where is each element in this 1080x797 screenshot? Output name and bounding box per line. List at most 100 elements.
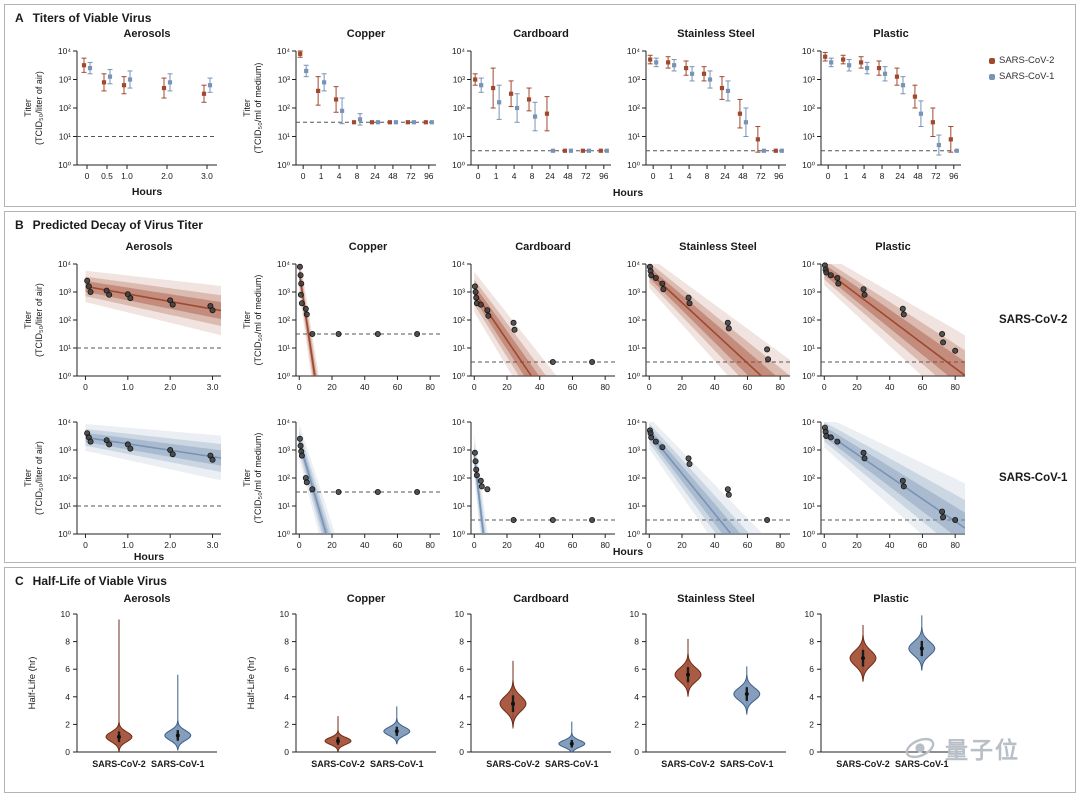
data-point [303,311,310,318]
tick-label: 24 [370,171,380,181]
subplot-b-sars-cov-1-aerosols: 10⁰ 10¹ 10² 10³ 10⁴ 0 1.0 2.0 3.0 Titer (TCID₅₀/li… [23,417,221,563]
tick-label: 80 [950,382,960,392]
tick-label: 10⁰ [58,160,71,170]
category-label: SARS-CoV-1 [720,759,774,769]
tick-label: 0 [83,382,88,392]
y-axis-ticks: 0 2 4 6 8 10 [61,609,77,757]
data-point [414,331,421,338]
data-point [473,294,480,301]
x-axis-ticks: 0 20 40 60 80 [822,376,960,392]
tick-label: 20 [677,382,687,392]
tick-label: 10¹ [803,132,815,142]
y-axis-label: Titer [242,469,252,487]
data-point [686,461,693,468]
data-point [725,491,732,498]
tick-label: 8 [284,637,289,647]
y-axis-label: Titer [242,99,252,117]
tick-label: 80 [425,540,435,550]
tick-label: 10³ [628,75,640,85]
data-point [333,97,339,102]
data-point [296,435,303,442]
tick-label: 0 [476,171,481,181]
data-point [683,66,689,71]
tick-label: 0 [459,747,464,757]
data-point [648,57,653,62]
data-point [858,60,864,65]
data-point [861,455,868,462]
tick-label: 8 [634,637,639,647]
subplot-title: Copper [347,28,386,40]
y-axis-label: Titer [242,311,252,329]
fit-band-sars-cov-2 [473,271,557,376]
tick-label: 10³ [59,287,71,297]
tick-label: 10³ [453,445,465,455]
violin-sars-cov-2 [324,716,352,752]
data-point [648,272,655,279]
tick-label: 10¹ [803,501,815,511]
data-point [876,66,882,71]
panel-b-decay: B Predicted Decay of Virus Titer Aerosol… [4,211,1076,563]
data-point [779,148,784,153]
tick-label: 48 [738,171,748,181]
data-point [940,339,947,346]
y-axis-ticks: 10⁰ 10¹ 10² 10³ 10⁴ [802,46,821,170]
tick-label: 10⁰ [802,529,815,539]
x-axis-label-hours-shared: Hours [612,187,644,199]
data-point [351,120,357,125]
tick-label: 10¹ [628,501,640,511]
subplot-title: Cardboard [513,28,569,40]
watermark: 量子位 [902,731,1020,765]
data-point [121,83,127,88]
data-point [209,307,216,314]
legend-item-sars-cov-1: SARS-CoV-1 [989,71,1054,82]
data-point [549,359,556,366]
data-point [374,331,381,338]
y-axis-label: (TCID₅₀/ml of medium) [253,433,263,524]
data-point [167,297,174,304]
data-point [666,60,671,65]
subplot-a-aerosols: Aerosols 10⁰ 10¹ 10² 10³ 10⁴ 0 0.5 1.0 2.0 3.0 Tite… [23,28,217,198]
tick-label: 10⁴ [802,259,815,269]
tick-label: 8 [355,171,360,181]
data-point [297,272,304,279]
observed-points [84,430,216,463]
tick-label: 4 [337,171,342,181]
data-point [514,105,520,111]
tick-label: 10⁴ [452,46,465,56]
x-axis-ticks: 0 1.0 2.0 3.0 [83,534,219,550]
tick-label: 1 [669,171,674,181]
data-point [562,148,568,153]
x-axis-ticks: 0 1.0 2.0 3.0 [83,376,219,392]
data-point [882,71,888,76]
data-point [81,63,87,68]
axes [820,51,961,166]
data-point [298,300,305,307]
subplot-b-sars-cov-2-aerosols: Aerosols 10⁰ 10¹ 10² 10³ 10⁴ 0 1.0 2.0 3.0 Titer (T… [23,241,221,392]
y-axis-ticks: 10⁰ 10¹ 10² 10³ 10⁴ [627,46,646,170]
subplot-title: Cardboard [515,241,571,253]
tick-label: 0 [301,171,306,181]
observed-points [646,427,771,524]
data-point [298,452,305,459]
tick-label: 40 [710,540,720,550]
tick-label: 10⁰ [58,371,71,381]
tick-label: 10¹ [453,343,465,353]
tick-label: 10¹ [278,501,290,511]
series-sars-cov-1 [478,77,609,153]
data-point [724,319,731,326]
category-label: SARS-CoV-2 [836,759,890,769]
tick-label: 80 [600,540,610,550]
data-point [510,319,517,326]
tick-label: 60 [568,382,578,392]
data-point [87,438,94,445]
tick-label: 10² [59,473,71,483]
data-point [589,359,596,366]
tick-label: 10² [628,103,640,113]
tick-label: 10⁴ [627,46,640,56]
y-axis-ticks: 10⁰ 10¹ 10² 10³ 10⁴ [627,259,646,381]
subplot-title: Aerosols [125,241,172,253]
violin-sars-cov-1 [383,706,411,745]
median-dot [336,738,340,743]
tick-label: 4 [284,692,289,702]
fit-band-sars-cov-2 [823,264,965,376]
